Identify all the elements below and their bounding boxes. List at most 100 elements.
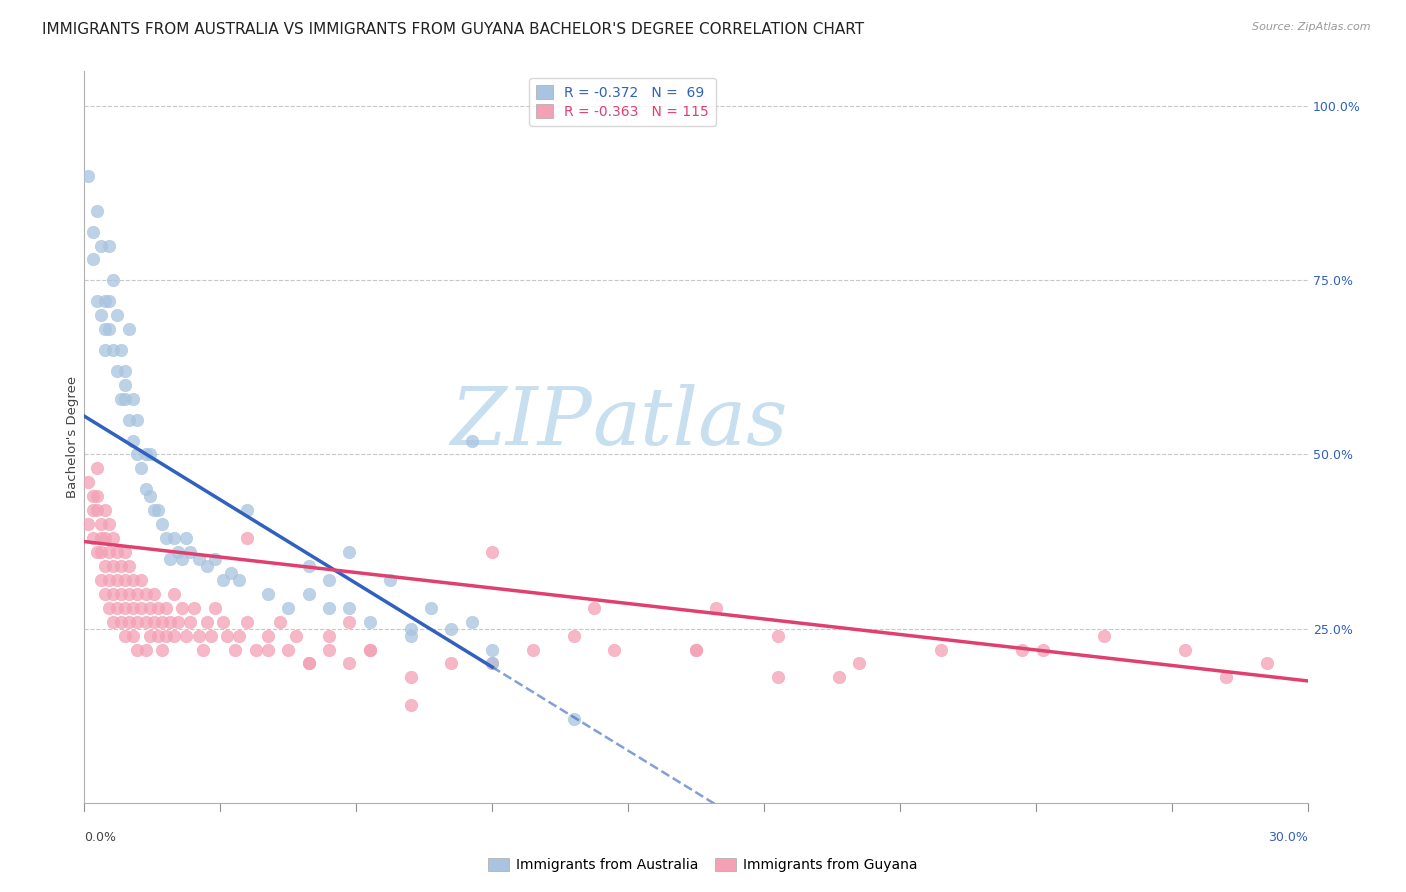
- Point: [929, 642, 952, 657]
- Point: [163, 531, 186, 545]
- Point: [179, 615, 201, 629]
- Point: [93, 503, 117, 517]
- Point: [97, 600, 120, 615]
- Point: [97, 322, 120, 336]
- Point: [195, 558, 218, 573]
- Point: [90, 531, 112, 545]
- Point: [110, 615, 132, 629]
- Point: [440, 622, 463, 636]
- Point: [135, 642, 157, 657]
- Point: [420, 600, 443, 615]
- Point: [118, 322, 141, 336]
- Point: [105, 573, 128, 587]
- Point: [77, 517, 100, 532]
- Point: [114, 629, 136, 643]
- Point: [135, 587, 157, 601]
- Point: [82, 252, 104, 267]
- Point: [93, 322, 117, 336]
- Point: [277, 642, 299, 657]
- Point: [155, 600, 177, 615]
- Point: [191, 642, 214, 657]
- Point: [131, 573, 153, 587]
- Point: [285, 629, 308, 643]
- Point: [562, 629, 585, 643]
- Point: [105, 364, 128, 378]
- Point: [86, 203, 108, 218]
- Point: [105, 545, 128, 559]
- Point: [93, 294, 117, 309]
- Point: [380, 573, 402, 587]
- Point: [118, 558, 141, 573]
- Point: [766, 670, 789, 684]
- Point: [167, 615, 190, 629]
- Point: [135, 615, 157, 629]
- Point: [110, 392, 132, 406]
- Point: [359, 615, 381, 629]
- Point: [257, 587, 280, 601]
- Point: [93, 343, 117, 357]
- Point: [318, 629, 340, 643]
- Point: [195, 615, 218, 629]
- Point: [172, 552, 194, 566]
- Point: [440, 657, 463, 671]
- Point: [583, 600, 606, 615]
- Point: [399, 670, 422, 684]
- Point: [101, 558, 124, 573]
- Point: [236, 503, 259, 517]
- Point: [97, 517, 120, 532]
- Point: [122, 629, 145, 643]
- Text: IMMIGRANTS FROM AUSTRALIA VS IMMIGRANTS FROM GUYANA BACHELOR'S DEGREE CORRELATIO: IMMIGRANTS FROM AUSTRALIA VS IMMIGRANTS …: [42, 22, 865, 37]
- Point: [257, 642, 280, 657]
- Point: [110, 558, 132, 573]
- Point: [86, 294, 108, 309]
- Point: [603, 642, 626, 657]
- Point: [122, 573, 145, 587]
- Point: [848, 657, 870, 671]
- Point: [93, 531, 117, 545]
- Point: [82, 489, 104, 503]
- Point: [146, 503, 169, 517]
- Point: [481, 642, 503, 657]
- Point: [82, 225, 104, 239]
- Point: [101, 531, 124, 545]
- Point: [318, 600, 340, 615]
- Point: [138, 448, 160, 462]
- Point: [101, 273, 124, 287]
- Point: [90, 573, 112, 587]
- Point: [90, 238, 112, 252]
- Point: [706, 600, 728, 615]
- Point: [77, 169, 100, 183]
- Point: [217, 629, 239, 643]
- Point: [204, 600, 226, 615]
- Point: [150, 615, 173, 629]
- Point: [339, 600, 361, 615]
- Point: [146, 600, 169, 615]
- Point: [142, 587, 165, 601]
- Point: [97, 238, 120, 252]
- Text: Source: ZipAtlas.com: Source: ZipAtlas.com: [1253, 22, 1371, 32]
- Point: [114, 392, 136, 406]
- Point: [269, 615, 291, 629]
- Point: [1092, 629, 1115, 643]
- Point: [339, 657, 361, 671]
- Point: [159, 552, 181, 566]
- Legend: R = -0.372   N =  69, R = -0.363   N = 115: R = -0.372 N = 69, R = -0.363 N = 115: [530, 78, 716, 126]
- Point: [481, 657, 503, 671]
- Point: [86, 461, 108, 475]
- Point: [298, 587, 321, 601]
- Point: [122, 600, 145, 615]
- Point: [101, 343, 124, 357]
- Point: [142, 615, 165, 629]
- Point: [1011, 642, 1033, 657]
- Point: [179, 545, 201, 559]
- Point: [200, 629, 222, 643]
- Point: [399, 698, 422, 713]
- Point: [135, 483, 157, 497]
- Point: [1215, 670, 1237, 684]
- Point: [86, 545, 108, 559]
- Point: [127, 587, 149, 601]
- Point: [82, 503, 104, 517]
- Point: [127, 412, 149, 426]
- Point: [183, 600, 205, 615]
- Point: [277, 600, 299, 615]
